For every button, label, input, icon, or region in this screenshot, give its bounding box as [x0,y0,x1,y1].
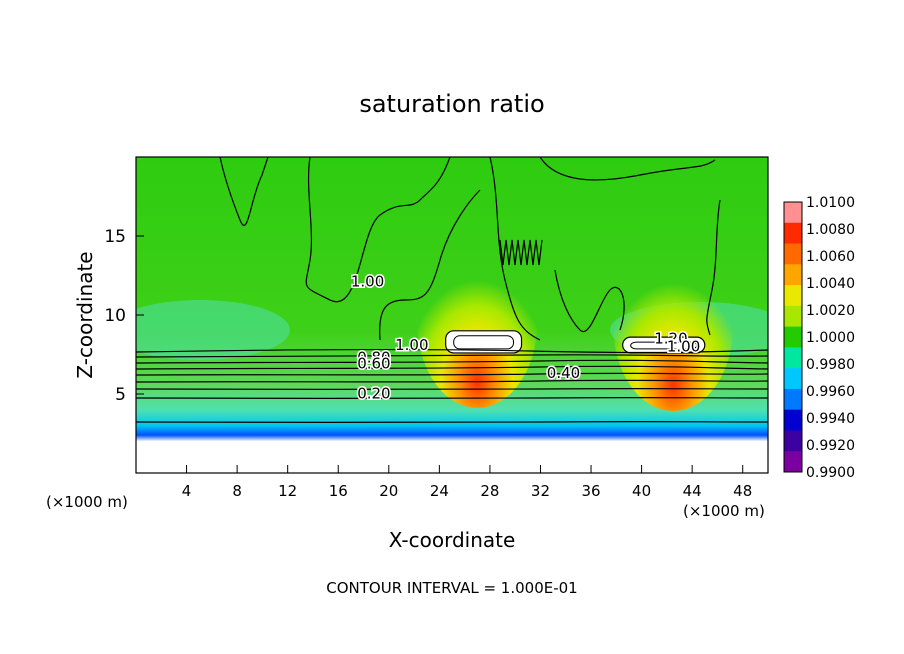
colorbar-label: 1.0100 [806,195,855,211]
x-tick-label: 40 [632,482,651,500]
plot-area: 1.001.00 1.201.000.800.600.400.20 [136,157,768,473]
contour-labels: 1.001.00 1.201.000.800.600.400.20 [349,271,701,404]
x-tick-label: 8 [232,482,242,500]
x-tick-label: 20 [379,482,398,500]
colorbar-swatch [784,430,802,452]
colorbar-swatch [784,222,802,245]
cloud-contour-0 [453,335,515,350]
chart-title: saturation ratio [359,90,544,118]
y-axis-label: Z-coordinate [73,251,97,378]
colorbar-label: 1.0080 [806,222,855,238]
x-unit-right: (×1000 m) [683,502,765,520]
colorbar-label: 0.9900 [806,465,855,481]
y-axis-ticks: 5 10 15 [104,227,144,405]
x-axis-label: X-coordinate [389,528,516,552]
y-tick-label: 5 [115,385,126,405]
x-tick-label: 4 [182,482,192,500]
colorbar-label: 0.9960 [806,384,855,400]
x-axis-ticks: 4 8 12 16 20 24 28 32 36 40 44 48 [182,465,752,500]
contour-label: 0.60 [357,355,390,373]
colorbar-swatch [784,409,802,431]
colorbar-frame [783,201,803,473]
colorbar-label: 1.0020 [806,303,855,319]
x-tick-label: 24 [430,482,449,500]
contour-lines [136,157,768,424]
cloud-contour-1 [630,341,698,350]
colorbar-swatch [784,243,802,265]
x-tick-label: 12 [278,482,297,500]
y-tick-label: 15 [104,227,126,247]
cloud-regions [445,330,706,354]
y-tick-label: 10 [104,306,126,326]
contour-label: 1.20 [654,329,687,347]
colorbar: 1.0100 1.0080 1.0060 1.0040 1.0020 1.0000 0.99… [783,195,855,481]
cloud-region-0 [445,330,523,354]
x-tick-label: 44 [683,482,702,500]
x-tick-label: 48 [733,482,752,500]
contour-label: 1.00 [395,336,428,354]
colorbar-swatch [784,368,802,390]
colorbar-swatch [784,388,802,411]
colorbar-swatch [784,202,802,224]
colorbar-label: 0.9920 [806,438,855,454]
colorbar-swatch [784,326,802,348]
colorbar-label: 1.0000 [806,330,855,346]
colorbar-label: 0.9940 [806,411,855,427]
x-tick-label: 28 [480,482,499,500]
warm-cores [417,237,734,412]
x-tick-label: 36 [581,482,600,500]
colorbar-label: 1.0060 [806,249,855,265]
colorbar-swatch [784,305,802,328]
colorbar-label: 0.9980 [806,357,855,373]
warm-core-0 [417,237,538,408]
colorbar-swatch [784,285,802,307]
contour-label: 1.00 [351,273,384,291]
colorbar-swatch [784,347,802,369]
colorbar-label: 1.0040 [806,276,855,292]
cool-band-left [136,300,290,360]
x-tick-label: 16 [329,482,348,500]
colorbar-swatch [784,451,802,473]
contour-label: 0.20 [357,385,390,403]
contour-label: 1.00 [667,337,700,355]
x-unit-left: (×1000 m) [46,493,128,511]
colorbar-swatch [784,264,802,286]
contour-interval-note: CONTOUR INTERVAL = 1.000E-01 [326,579,577,597]
x-tick-label: 32 [531,482,550,500]
contour-label: 0.80 [357,348,390,366]
warm-core-1 [613,241,734,412]
contour-label: 0.40 [547,364,580,382]
